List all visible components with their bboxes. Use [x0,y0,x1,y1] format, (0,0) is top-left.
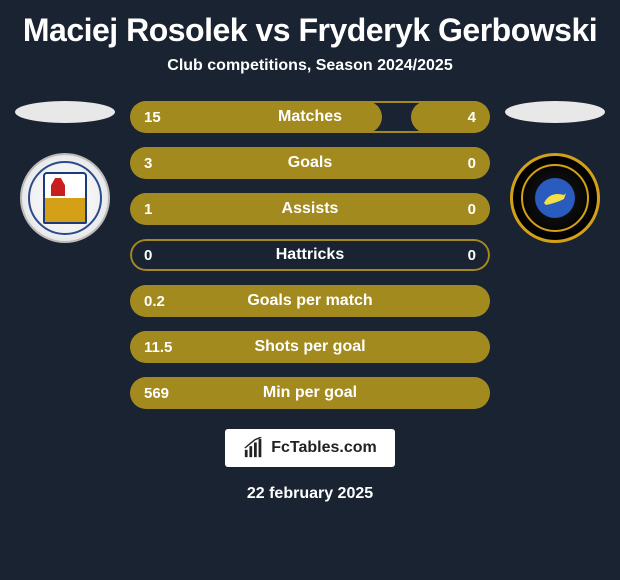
player-left-ellipse [15,101,115,123]
stat-row: 00Hattricks [130,239,490,271]
stat-label: Assists [130,200,490,218]
footer-brand-text: FcTables.com [271,439,377,457]
stat-row: 11.5Shots per goal [130,331,490,363]
stat-label: Min per goal [130,384,490,402]
player-left-column [10,101,120,243]
stat-row: 569Min per goal [130,377,490,409]
stat-label: Goals per match [130,292,490,310]
player-right-ellipse [505,101,605,123]
stat-row: 154Matches [130,101,490,133]
subtitle: Club competitions, Season 2024/2025 [0,57,620,75]
date-caption: 22 february 2025 [0,485,620,503]
stat-row: 10Assists [130,193,490,225]
page-title: Maciej Rosolek vs Fryderyk Gerbowski [0,0,620,57]
club-crest-left [20,153,110,243]
stat-row: 0.2Goals per match [130,285,490,317]
stat-bars: 154Matches 30Goals 10Assists 00Hattricks 0.2… [130,101,490,409]
club-crest-right [510,153,600,243]
stat-label: Goals [130,154,490,172]
stat-label: Hattricks [130,246,490,264]
stat-label: Matches [130,108,490,126]
piast-shield-icon [43,172,87,224]
stat-label: Shots per goal [130,338,490,356]
stal-bird-icon [535,178,575,218]
comparison-container: 154Matches 30Goals 10Assists 00Hattricks 0.2… [0,101,620,409]
footer-brand[interactable]: FcTables.com [225,429,395,467]
stat-row: 30Goals [130,147,490,179]
player-right-column [500,101,610,243]
chart-icon [243,437,265,459]
